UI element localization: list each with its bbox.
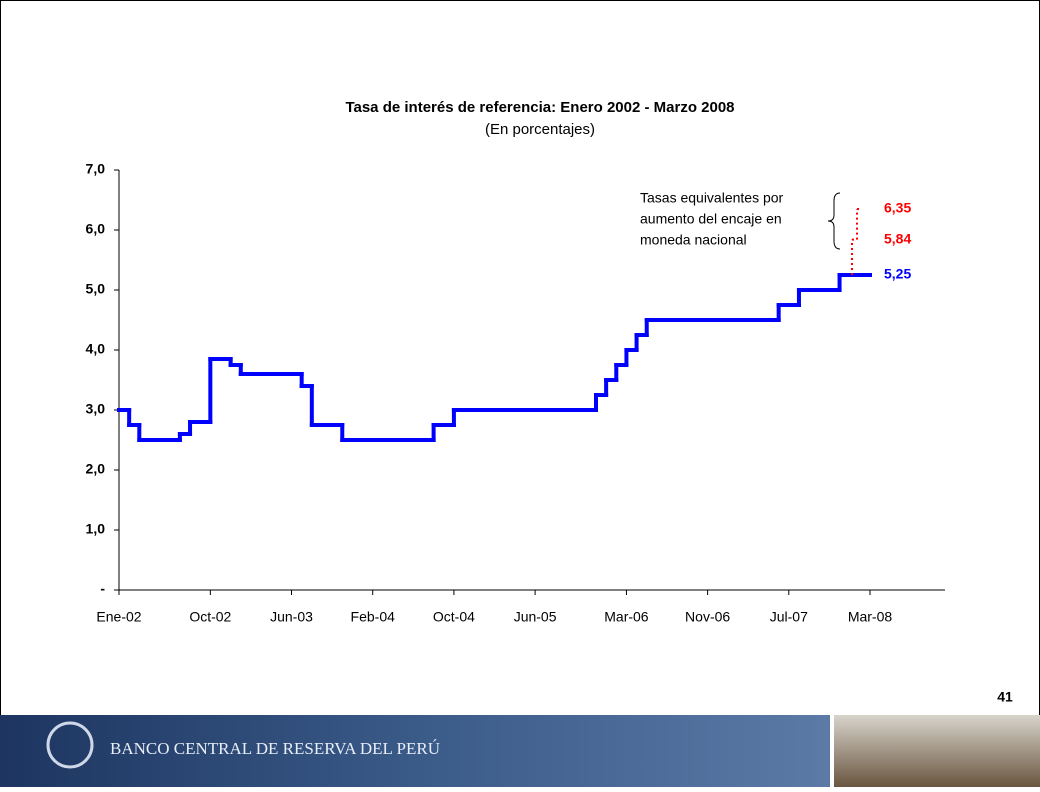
chart-title: Tasa de interés de referencia: Enero 200… (345, 99, 734, 116)
annotation-text: Tasas equivalentes por (640, 190, 784, 206)
annotation-text: moneda nacional (640, 232, 747, 248)
y-tick-label: - (100, 581, 105, 597)
data-label: 5,25 (884, 266, 911, 282)
equivalent-rate-label: 5,84 (884, 230, 911, 246)
footer-divider (830, 715, 834, 787)
chart-subtitle: (En porcentajes) (485, 121, 595, 138)
footer-band (0, 715, 830, 787)
x-tick-label: Jul-07 (770, 609, 808, 625)
y-tick-label: 1,0 (86, 521, 106, 537)
bank-name: BANCO CENTRAL DE RESERVA DEL PERÚ (110, 739, 440, 758)
y-tick-label: 5,0 (86, 281, 106, 297)
x-tick-label: Oct-02 (189, 609, 231, 625)
page-number: 41 (997, 689, 1013, 705)
equivalent-rate-label: 6,35 (884, 200, 911, 216)
x-tick-label: Jun-03 (270, 609, 313, 625)
footer-photo (830, 715, 1040, 787)
annotation-text: aumento del encaje en (640, 211, 782, 227)
x-tick-label: Jun-05 (514, 609, 557, 625)
y-tick-label: 7,0 (86, 161, 106, 177)
y-tick-label: 6,0 (86, 221, 106, 237)
x-tick-label: Nov-06 (685, 609, 730, 625)
brace (827, 192, 841, 250)
x-tick-label: Mar-06 (604, 609, 649, 625)
logo (46, 721, 94, 769)
x-tick-label: Mar-08 (848, 609, 893, 625)
x-tick-label: Oct-04 (433, 609, 475, 625)
y-tick-label: 2,0 (86, 461, 106, 477)
x-tick-label: Feb-04 (351, 609, 396, 625)
y-tick-label: 3,0 (86, 401, 106, 417)
y-tick-label: 4,0 (86, 341, 106, 357)
x-tick-label: Ene-02 (96, 609, 141, 625)
